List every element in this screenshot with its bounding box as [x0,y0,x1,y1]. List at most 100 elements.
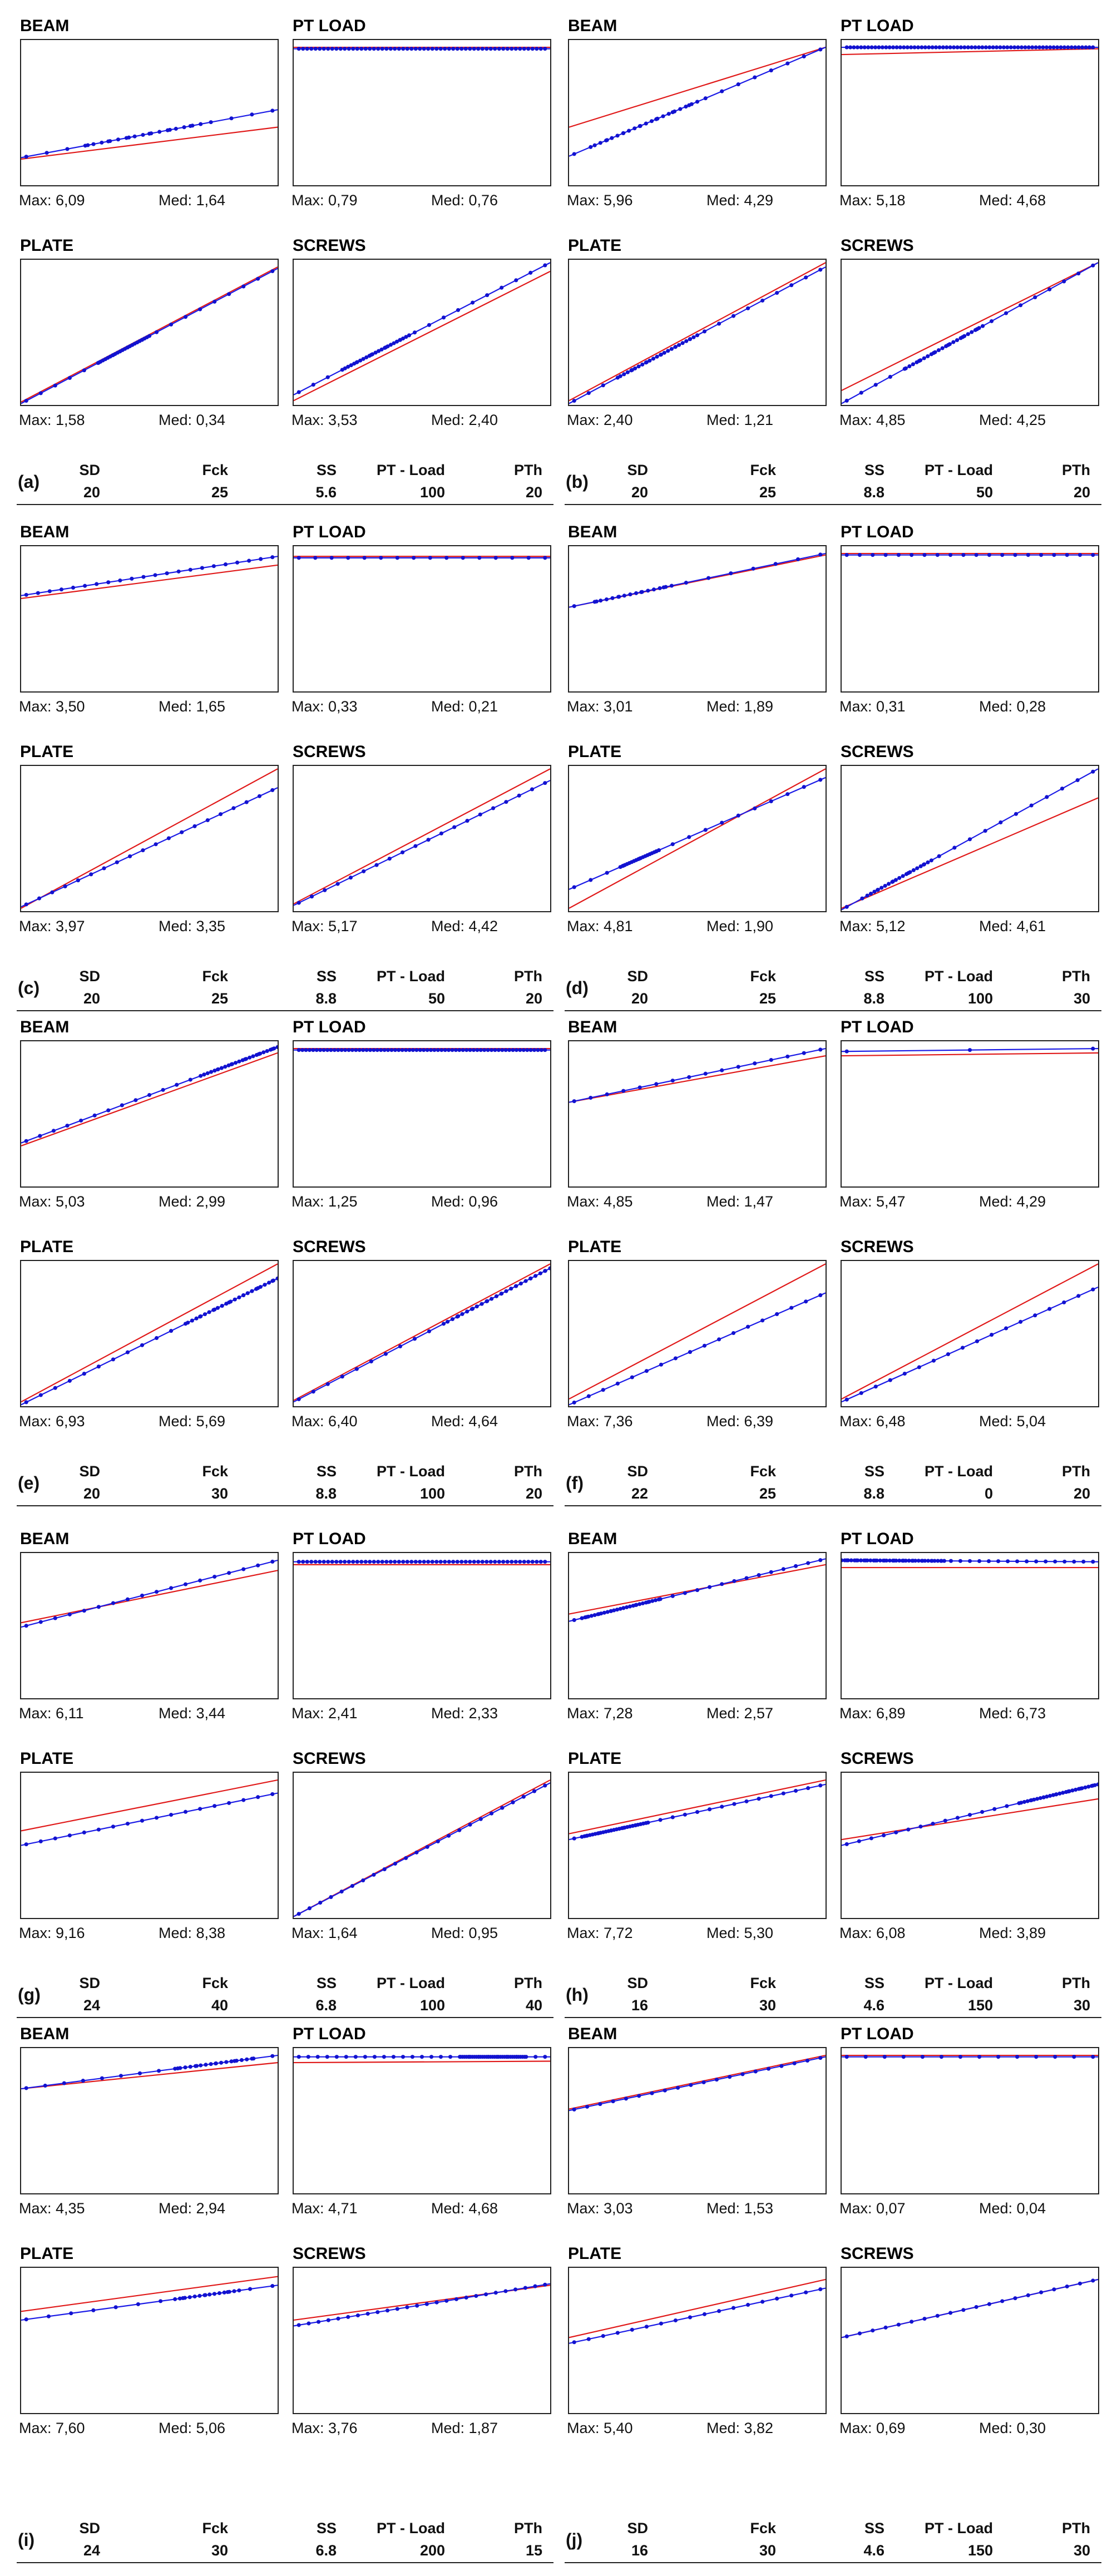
data-point [493,2291,498,2295]
panel-i: BEAM Max: 4,35 Med: 2,94 PT LOAD Max: 4,71 Me… [17,2025,553,2570]
data-point [731,314,736,318]
data-point [948,45,952,50]
param-value: 30 [1073,1997,1090,2014]
param-value: 100 [419,484,445,501]
data-point [173,2297,177,2301]
data-point [882,1558,887,1563]
data-point [446,1319,450,1324]
data-point [873,1558,877,1563]
data-point [24,155,28,159]
data-point [526,556,531,560]
data-point [317,2320,321,2324]
data-point [669,584,674,588]
data-point [918,864,923,868]
data-point [407,1048,412,1052]
data-point [194,1316,199,1321]
data-point [818,47,823,52]
data-point [63,884,67,889]
data-point [538,1560,543,1564]
data-point [572,604,576,609]
data-point [361,357,365,361]
data-point [1044,1559,1048,1564]
max-value: Max: 7,36 [567,1413,633,1430]
plot-svg [294,1779,550,1917]
data-point [398,338,403,342]
data-point [872,889,877,894]
subplot-title: PLATE [568,1238,622,1256]
subplot-title: PLATE [20,1749,74,1768]
data-point [175,1082,179,1087]
plot-svg [294,556,550,560]
data-point [177,2296,182,2301]
plot-area [293,545,551,693]
plot-svg [569,2278,826,2345]
data-point [96,1364,101,1369]
plot-area [568,2047,827,2194]
param-header-pth: PTh [1062,462,1090,478]
max-value: Max: 1,58 [19,412,85,428]
plot-area [841,1772,1099,1919]
data-point [1074,1787,1078,1792]
data-point [444,556,449,560]
data-point [334,2055,339,2059]
data-point [599,599,603,603]
data-point [426,1560,431,1564]
data-point [967,1048,972,1052]
data-point [347,1560,351,1564]
data-point [351,47,355,51]
data-point [37,896,42,901]
subplot-plate: PLATE Max: 5,40 Med: 3,82 [565,2244,832,2464]
data-point [879,886,884,890]
data-point [441,1322,446,1326]
data-point [543,556,547,560]
data-point [974,553,978,557]
plot-area [568,1772,827,1919]
param-value: 30 [759,2542,776,2559]
data-point [215,1306,220,1310]
data-point [767,2066,771,2071]
data-point [1065,553,1069,557]
panel-a: BEAM Max: 6,09 Med: 1,64 PT LOAD Max: 0,79 Me… [17,17,553,506]
subplot-title: PT LOAD [841,523,914,541]
plot-svg [294,2055,550,2064]
data-point [624,2097,628,2101]
data-point [413,1560,418,1564]
subplot-pt-load: PT LOAD Max: 6,89 Med: 6,73 [837,1530,1104,1749]
data-point [89,872,93,877]
data-point [244,800,249,804]
plot-svg [21,2276,278,2322]
data-point [434,2300,439,2305]
data-point [955,338,960,343]
data-point [62,2081,66,2085]
data-point [263,1283,267,1287]
data-point [514,1048,518,1052]
data-point [716,1337,721,1342]
data-point [655,354,659,359]
data-point [204,2063,208,2067]
param-value: 4.6 [863,2542,884,2559]
data-point [461,1048,465,1052]
data-point [589,145,593,149]
subplot-pt-load: PT LOAD Max: 4,71 Med: 4,68 [289,2025,556,2244]
data-point [24,902,28,907]
data-point [785,1054,790,1059]
data-point [404,1856,408,1860]
data-point [720,1804,724,1809]
data-point [601,383,605,388]
data-point [987,45,992,50]
data-point [976,45,981,50]
data-point [922,553,927,557]
data-point [644,121,648,126]
data-point [736,82,740,87]
data-point [430,47,434,51]
data-point [688,1350,693,1354]
data-point [493,1560,497,1564]
data-point [927,45,931,50]
median-value: Med: 0,76 [431,192,498,209]
data-point [818,1558,823,1563]
data-point [1091,263,1095,268]
data-point [589,878,593,882]
data-point [653,1598,658,1603]
data-point [413,47,418,51]
data-line [569,2287,826,2344]
